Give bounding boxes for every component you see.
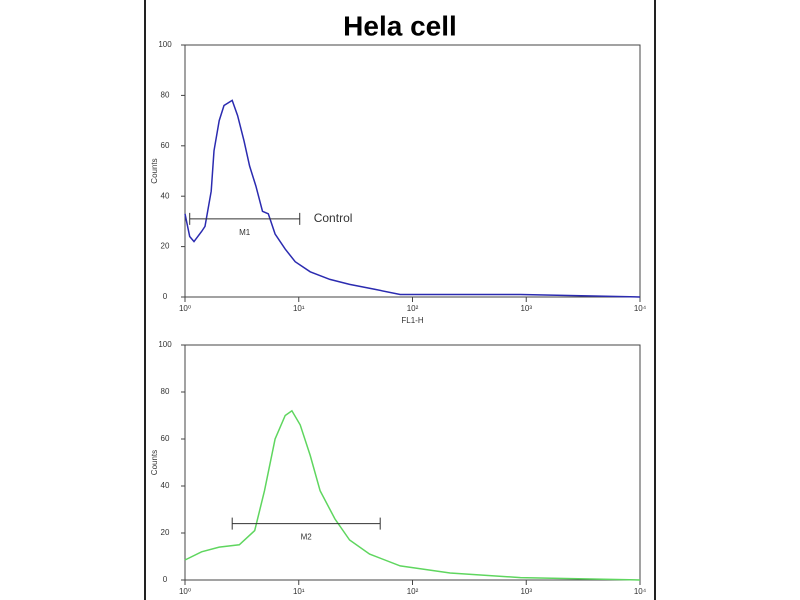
gate-label: M2 <box>301 533 313 542</box>
y-tick-label: 100 <box>158 340 172 349</box>
y-tick-label: 80 <box>161 387 170 396</box>
y-tick-label: 20 <box>161 242 170 251</box>
x-tick-label: 10³ <box>520 587 532 596</box>
y-axis-label: Counts <box>150 158 159 183</box>
y-tick-label: 100 <box>158 40 172 49</box>
histogram-line <box>184 99 641 298</box>
x-tick-label: 10² <box>407 304 419 313</box>
gate-label: M1 <box>239 228 251 237</box>
x-tick-label: 10⁰ <box>179 304 191 313</box>
x-tick-label: 10³ <box>520 304 532 313</box>
title: Hela cell <box>343 10 457 41</box>
plot-frame <box>184 44 641 298</box>
x-tick-label: 10² <box>407 587 419 596</box>
x-tick-label: 10⁰ <box>179 587 191 596</box>
y-tick-label: 60 <box>161 141 170 150</box>
x-tick-label: 10¹ <box>293 304 305 313</box>
y-tick-label: 0 <box>163 292 168 301</box>
y-axis-label: Counts <box>150 450 159 475</box>
y-tick-label: 60 <box>161 434 170 443</box>
x-tick-label: 10⁴ <box>634 587 647 596</box>
y-tick-label: 20 <box>161 528 170 537</box>
y-tick-label: 0 <box>163 575 168 584</box>
x-axis-label: FL1-H <box>401 316 423 325</box>
y-tick-label: 40 <box>161 191 170 200</box>
x-tick-label: 10¹ <box>293 587 305 596</box>
plot-frame <box>184 344 641 581</box>
gate-note: Control <box>314 211 353 225</box>
histogram-line <box>184 409 641 581</box>
y-tick-label: 80 <box>161 91 170 100</box>
y-tick-label: 40 <box>161 481 170 490</box>
x-tick-label: 10⁴ <box>634 304 647 313</box>
